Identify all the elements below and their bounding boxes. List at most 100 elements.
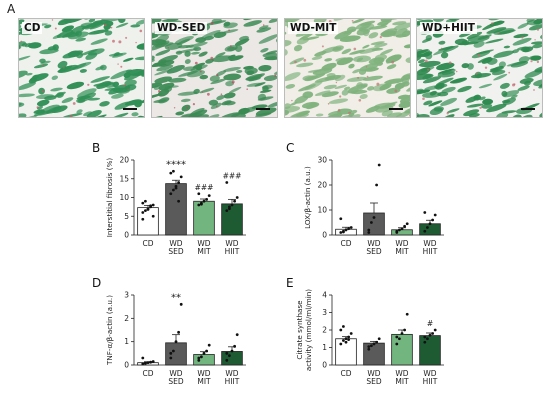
myocyte-fiber <box>188 41 208 48</box>
myocyte-fiber <box>135 19 144 25</box>
x-tick-label: WD <box>225 369 238 378</box>
myocyte-fiber <box>118 19 126 24</box>
myocyte-fiber <box>386 57 398 64</box>
data-point <box>377 337 381 341</box>
data-point <box>370 221 373 224</box>
myocyte-fiber <box>77 88 97 98</box>
collagen-stain <box>186 106 189 109</box>
data-point <box>370 344 373 348</box>
myocyte-fiber <box>348 63 355 69</box>
x-tick-label: SED <box>366 247 381 256</box>
myocyte-fiber <box>152 39 167 46</box>
collagen-stain <box>530 60 533 63</box>
myocyte-fiber <box>243 20 262 27</box>
myocyte-fiber <box>157 60 175 67</box>
myocyte-fiber <box>52 34 62 39</box>
myocyte-fiber <box>95 66 104 71</box>
myocyte-fiber <box>228 55 244 61</box>
myocyte-fiber <box>267 100 277 108</box>
myocyte-fiber <box>262 52 277 58</box>
myocyte-fiber <box>307 69 323 73</box>
collagen-stain <box>274 74 277 77</box>
data-point <box>372 216 376 219</box>
data-point <box>174 186 178 190</box>
data-point <box>149 360 152 364</box>
collagen-stain <box>422 97 425 100</box>
myocyte-fiber <box>175 111 185 116</box>
data-point <box>377 163 381 167</box>
myocyte-fiber <box>384 78 405 85</box>
myocyte-fiber <box>436 62 455 71</box>
myocyte-fiber <box>417 59 426 64</box>
bar <box>137 207 159 236</box>
myocyte-fiber <box>67 50 81 58</box>
data-point <box>426 226 429 229</box>
data-point <box>141 362 145 366</box>
collagen-stain <box>303 58 307 62</box>
myocyte-fiber <box>131 112 139 117</box>
myocyte-fiber <box>341 48 352 55</box>
myocyte-fiber <box>90 38 108 45</box>
myocyte-fiber <box>285 48 288 56</box>
data-point <box>146 361 150 365</box>
myocyte-fiber <box>19 70 28 79</box>
collagen-stain <box>294 60 297 64</box>
collagen-stain <box>192 103 195 106</box>
data-point <box>367 228 371 232</box>
myocyte-fiber <box>255 107 277 116</box>
y-tick-label: 0 <box>124 231 129 240</box>
data-point <box>344 337 348 341</box>
myocyte-fiber <box>205 58 215 64</box>
myocyte-fiber <box>334 30 352 40</box>
y-tick-label: 1 <box>124 337 129 346</box>
data-point <box>426 337 429 341</box>
data-point <box>403 328 406 332</box>
data-point <box>172 169 175 173</box>
myocyte-fiber <box>259 89 272 93</box>
myocyte-fiber <box>533 78 542 87</box>
data-point <box>398 228 401 232</box>
myocyte-fiber <box>216 70 227 77</box>
myocyte-fiber <box>158 82 175 91</box>
y-tick-label: 0 <box>322 231 327 240</box>
myocyte-fiber <box>502 90 520 98</box>
myocyte-fiber <box>156 64 174 72</box>
y-tick-label: 0 <box>124 361 129 370</box>
y-tick-label: 10 <box>119 193 129 202</box>
x-tick-label: WD <box>225 239 238 248</box>
myocyte-fiber <box>424 85 442 91</box>
myocyte-fiber <box>23 115 38 117</box>
data-point <box>207 194 211 198</box>
collagen-stain <box>54 27 57 30</box>
bar <box>419 223 441 236</box>
myocyte-fiber <box>209 75 220 82</box>
bar <box>221 203 243 236</box>
myocyte-fiber <box>216 95 225 101</box>
myocyte-fiber <box>524 80 531 86</box>
x-tick-label: MIT <box>197 247 211 256</box>
scale-bar <box>256 108 270 110</box>
collagen-stain <box>135 41 137 44</box>
x-tick-label: MIT <box>395 247 409 256</box>
data-point <box>235 196 239 199</box>
collagen-stain <box>42 64 45 66</box>
myocyte-fiber <box>323 84 337 90</box>
collagen-stain <box>348 111 351 115</box>
myocyte-fiber <box>198 51 208 57</box>
data-point <box>349 332 353 335</box>
collagen-stain <box>87 83 90 86</box>
myocyte-fiber <box>503 45 511 49</box>
bar <box>221 351 243 366</box>
myocyte-fiber <box>374 42 388 48</box>
myocyte-fiber <box>223 73 242 81</box>
myocyte-fiber <box>285 83 296 89</box>
myocyte-fiber <box>32 74 40 79</box>
data-point <box>398 337 401 341</box>
myocyte-fiber <box>512 37 532 46</box>
myocyte-fiber <box>56 29 74 38</box>
data-point <box>197 356 201 360</box>
myocyte-fiber <box>50 87 63 92</box>
myocyte-fiber <box>44 24 52 29</box>
myocyte-fiber <box>486 27 507 34</box>
significance-marker: ### <box>223 172 242 181</box>
